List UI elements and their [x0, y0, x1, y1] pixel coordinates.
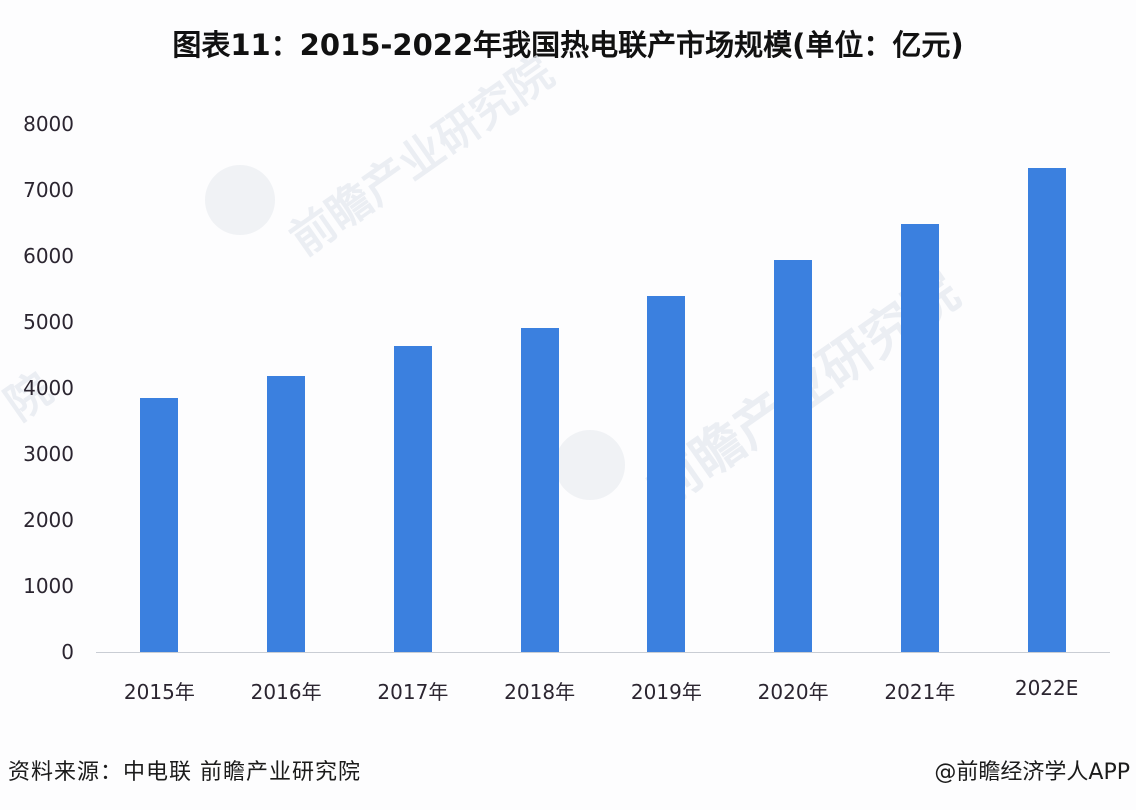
y-tick-label: 1000: [23, 574, 74, 598]
bar-2020年: [774, 259, 813, 652]
watermark-logo-icon: [555, 430, 625, 500]
x-tick-label: 2015年: [123, 680, 195, 704]
bar-2017年: [393, 345, 432, 652]
y-tick-label: 0: [61, 640, 74, 664]
bar-2019年: [647, 296, 686, 652]
y-tick-label: 5000: [23, 310, 74, 334]
x-tick-label: 2022E: [1014, 676, 1079, 700]
x-tick-label: 2021年: [884, 680, 956, 704]
bar-2021年: [900, 223, 939, 652]
x-tick-label: 2017年: [377, 680, 449, 704]
bar-2016年: [267, 376, 306, 652]
y-tick-label: 4000: [23, 376, 74, 400]
credit-note: @前瞻经济学人APP: [934, 760, 1130, 785]
y-tick-label: 3000: [23, 442, 74, 466]
watermark-logo-icon: [205, 165, 275, 235]
source-note: 资料来源：中电联 前瞻产业研究院: [8, 760, 361, 785]
x-axis-line: [96, 652, 1110, 653]
x-tick-label: 2020年: [757, 680, 829, 704]
x-tick-label: 2019年: [630, 680, 702, 704]
bar-2018年: [520, 327, 559, 652]
x-tick-label: 2016年: [250, 680, 322, 704]
y-tick-label: 6000: [23, 244, 74, 268]
y-tick-label: 2000: [23, 508, 74, 532]
y-tick-label: 7000: [23, 178, 74, 202]
y-tick-label: 8000: [23, 112, 74, 136]
chart-title: 图表11：2015-2022年我国热电联产市场规模(单位：亿元): [172, 28, 964, 62]
bar-2015年: [140, 397, 179, 652]
bar-2022E: [1027, 168, 1066, 652]
x-tick-label: 2018年: [504, 680, 576, 704]
